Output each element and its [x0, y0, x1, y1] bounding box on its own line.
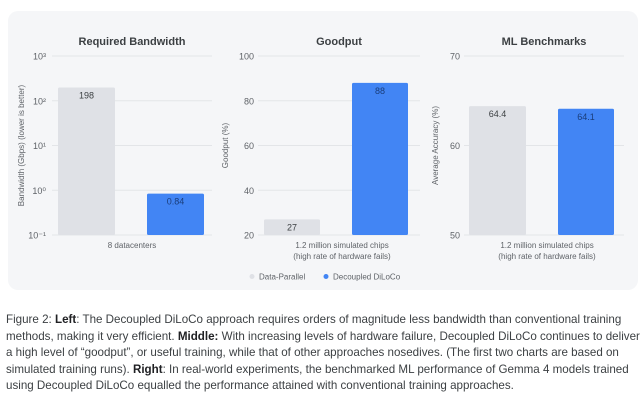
- x-category-label: 8 datacenters: [108, 241, 156, 250]
- x-category-label: 1.2 million simulated chips: [500, 241, 593, 250]
- bar-decoupled-diloco: [558, 108, 614, 235]
- bar-data-parallel: [58, 87, 115, 235]
- y-tick-label: 10⁰: [32, 186, 46, 196]
- chart-title: ML Benchmarks: [502, 36, 587, 48]
- y-tick-label: 100: [239, 52, 254, 62]
- caption-left-text: : The Decoupled DiLoCo approach requires…: [6, 313, 622, 343]
- bar-data-parallel: [264, 219, 320, 235]
- caption-middle-text: With increasing levels of hardware failu…: [6, 329, 640, 376]
- x-category-label: (high rate of hardware fails): [498, 252, 596, 261]
- y-tick-label: 60: [244, 141, 254, 151]
- legend-swatch: [323, 274, 329, 279]
- bar-decoupled-diloco: [147, 193, 204, 235]
- legend-label: Decoupled DiLoCo: [333, 273, 401, 282]
- bar-data-parallel: [469, 106, 526, 236]
- y-tick-label: 60: [450, 141, 460, 151]
- x-category-label: (high rate of hardware fails): [293, 252, 391, 261]
- y-tick-label: 40: [244, 186, 254, 196]
- caption-right-text: : In real-world experiments, the benchma…: [6, 362, 629, 393]
- chart-title: Required Bandwidth: [79, 36, 186, 48]
- y-tick-label: 10²: [33, 96, 46, 106]
- y-tick-label: 10¹: [33, 141, 46, 151]
- y-axis-label: Bandwidth (Gbps) (lower is better): [17, 84, 26, 206]
- charts-figure: Required Bandwidth 10⁻¹ 10⁰ 10¹ 10² 10³ Bandwi…: [17, 36, 624, 282]
- y-tick-label: 70: [450, 52, 460, 62]
- y-tick-label: 10³: [33, 52, 46, 62]
- y-tick-label: 20: [244, 231, 254, 241]
- bar-value-label: 64.4: [489, 109, 507, 119]
- legend-label: Data-Parallel: [259, 273, 305, 282]
- y-axis-label: Goodput (%): [221, 122, 230, 168]
- legend-swatch: [249, 274, 255, 279]
- caption-left-label: Left: [54, 313, 77, 326]
- y-tick-label: 50: [450, 231, 460, 241]
- x-category-label: 1.2 million simulated chips: [295, 241, 388, 250]
- bar-value-label: 198: [79, 90, 94, 100]
- bar-value-label: 64.1: [577, 112, 595, 122]
- y-tick-label: 80: [244, 96, 254, 106]
- bar-value-label: 27: [287, 222, 297, 232]
- y-tick-label: 10⁻¹: [28, 231, 46, 241]
- bar-value-label: 0.84: [167, 197, 185, 207]
- chart-title: Goodput: [316, 36, 362, 48]
- figure-caption: Figure 2: Left: The Decoupled DiLoCo app…: [6, 312, 640, 395]
- bar-value-label: 88: [375, 86, 385, 96]
- bar-decoupled-diloco: [352, 82, 408, 235]
- y-axis-label: Average Accuracy (%): [431, 106, 440, 185]
- caption-right-label: Right: [132, 362, 163, 376]
- caption-prefix: Figure 2:: [6, 313, 55, 326]
- caption-middle-label: Middle:: [177, 329, 219, 343]
